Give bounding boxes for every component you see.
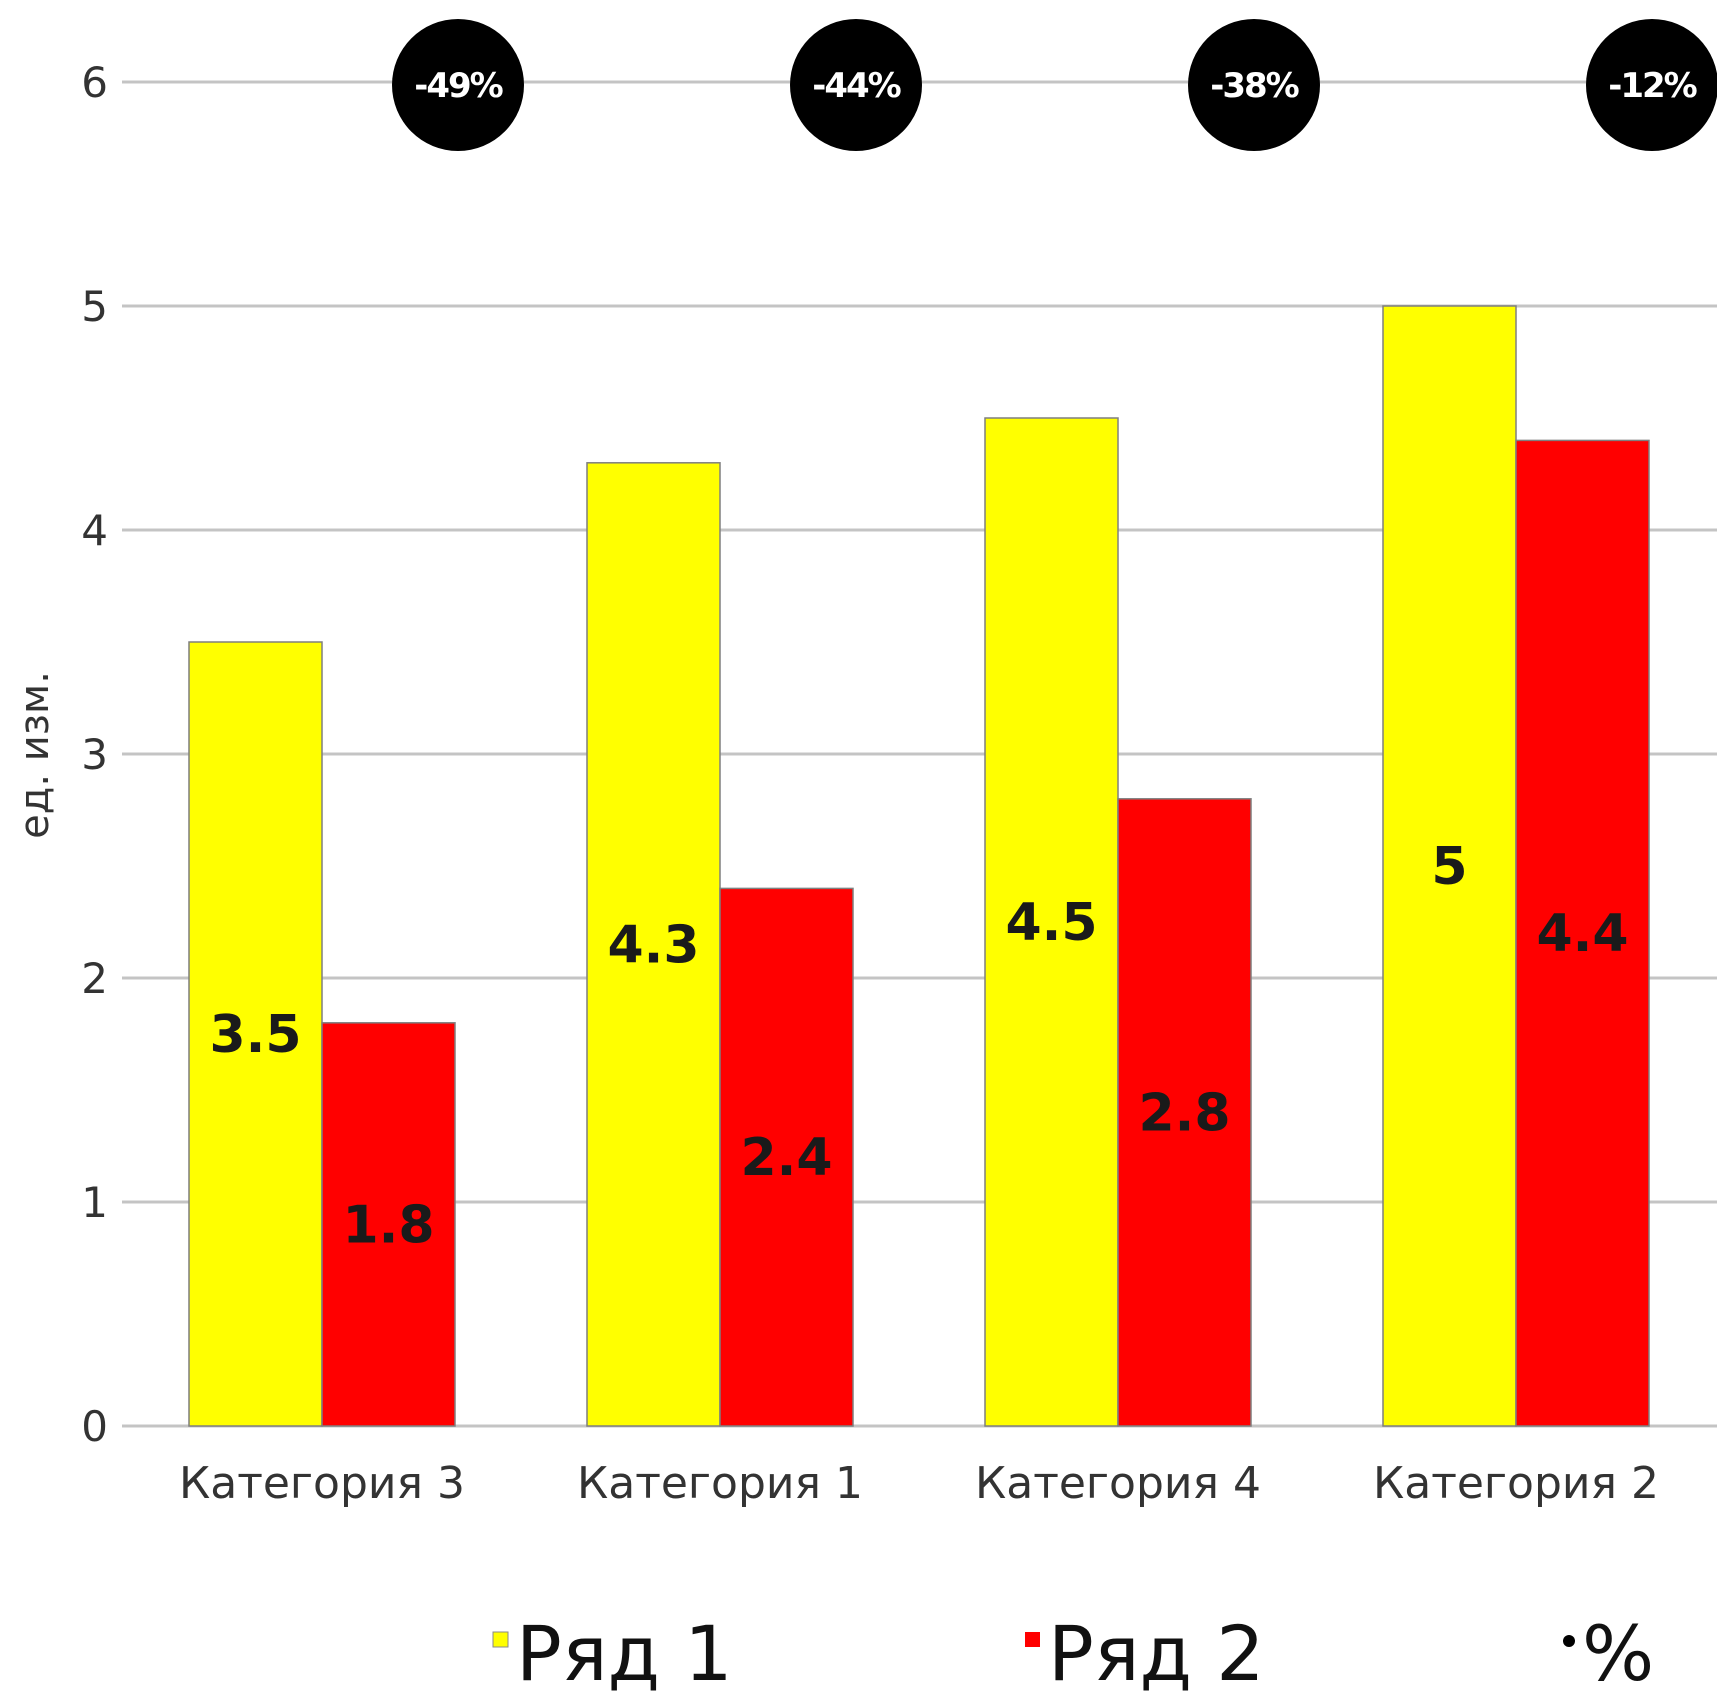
data-label-series-2: 4.4: [1536, 904, 1628, 964]
bar-series-2: [1117, 798, 1252, 1427]
data-label-series-1: 4.5: [1005, 893, 1097, 953]
y-tick-label: 4: [81, 506, 108, 555]
y-tick-label: 2: [81, 954, 108, 1003]
data-label-series-1: 4.3: [607, 915, 699, 975]
legend-label-series-1: Ряд 1: [516, 1609, 733, 1694]
legend-swatch-series-2: [1025, 1632, 1040, 1647]
legend: Ряд 1 Ряд 2 %: [492, 1609, 1654, 1694]
bar-series-2: [1515, 439, 1650, 1427]
percent-label: -38%: [1210, 66, 1298, 106]
bar-series-1: [1382, 305, 1517, 1427]
bars: [188, 305, 1650, 1427]
bar-series-2: [321, 1022, 456, 1427]
category-label: Категория 4: [975, 1458, 1261, 1509]
data-label-series-2: 2.4: [740, 1128, 832, 1188]
percent-marker: [1586, 19, 1717, 151]
category-label: Категория 2: [1373, 1458, 1659, 1509]
category-label: Категория 3: [179, 1458, 465, 1509]
category-label: Категория 1: [577, 1458, 863, 1509]
data-label-series-1: 3.5: [209, 1005, 301, 1065]
bar-series-1: [188, 641, 323, 1427]
legend-label-percent: %: [1582, 1609, 1654, 1694]
percent-markers: -49% -44% -38% -12%: [392, 19, 1717, 151]
data-label-series-2: 2.8: [1138, 1083, 1230, 1143]
bar-series-1: [984, 417, 1119, 1427]
y-tick-label: 0: [81, 1402, 108, 1451]
y-axis-ticks: 0 1 2 3 4 5 6: [81, 58, 108, 1451]
percent-marker: [392, 19, 524, 151]
percent-marker: [1188, 19, 1320, 151]
y-tick-label: 3: [81, 730, 108, 779]
legend-swatch-series-1: [492, 1631, 509, 1648]
legend-marker-percent: [1563, 1635, 1575, 1647]
y-tick-label: 1: [81, 1178, 108, 1227]
y-tick-label: 6: [81, 58, 108, 107]
x-axis-categories: Категория 3 Категория 1 Категория 4 Категор…: [179, 1458, 1659, 1509]
data-label-series-2: 1.8: [342, 1195, 434, 1255]
data-label-series-1: 5: [1431, 837, 1467, 897]
legend-label-series-2: Ряд 2: [1048, 1609, 1265, 1694]
data-labels: 3.5 1.8 4.3 2.4 4.5 2.8 5 4.4: [209, 837, 1628, 1255]
y-tick-label: 5: [81, 282, 108, 331]
percent-label: -44%: [812, 66, 900, 106]
percent-marker: [790, 19, 922, 151]
percent-label: -49%: [414, 66, 502, 106]
bar-series-2: [719, 887, 854, 1427]
bar-series-1: [586, 462, 721, 1427]
y-axis-label: ед. изм.: [12, 671, 58, 839]
percent-label: -12%: [1608, 66, 1696, 106]
